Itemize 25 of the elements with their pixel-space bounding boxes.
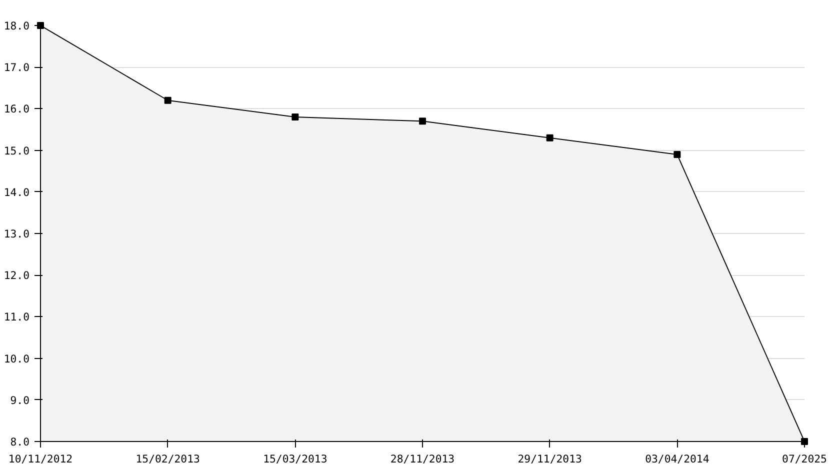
x-tick-label: 03/04/2014 xyxy=(645,452,710,466)
y-tick-label: 13.0 xyxy=(4,228,30,240)
x-tick-label: 15/02/2013 xyxy=(136,452,200,466)
y-tick-label: 11.0 xyxy=(4,310,30,324)
point xyxy=(37,22,44,29)
point xyxy=(164,96,172,104)
y-tick-label: 18.0 xyxy=(4,20,30,32)
y-tick-label: 8.0 xyxy=(10,436,30,448)
y-tick-label: 9.0 xyxy=(10,394,30,407)
point xyxy=(674,150,681,158)
x-tick-label: 10/11/2012 xyxy=(8,452,73,466)
point xyxy=(546,134,554,142)
y-tick-label: 14.0 xyxy=(4,186,30,199)
x-tick-label: 28/11/2013 xyxy=(390,452,455,466)
point xyxy=(801,438,808,445)
x-tick-label: 07/2025 xyxy=(782,452,827,466)
point xyxy=(419,118,426,125)
y-tick-label: 16.0 xyxy=(4,102,30,116)
y-tick-label: 15.0 xyxy=(4,144,30,158)
y-tick-label: 10.0 xyxy=(4,352,30,366)
x-tick-label: 29/11/2013 xyxy=(518,452,582,466)
x-tick-label: 15/03/2013 xyxy=(263,452,328,466)
y-tick-label: 12.0 xyxy=(4,269,30,282)
y-tick-label: 17.0 xyxy=(4,61,30,74)
point xyxy=(292,114,299,121)
